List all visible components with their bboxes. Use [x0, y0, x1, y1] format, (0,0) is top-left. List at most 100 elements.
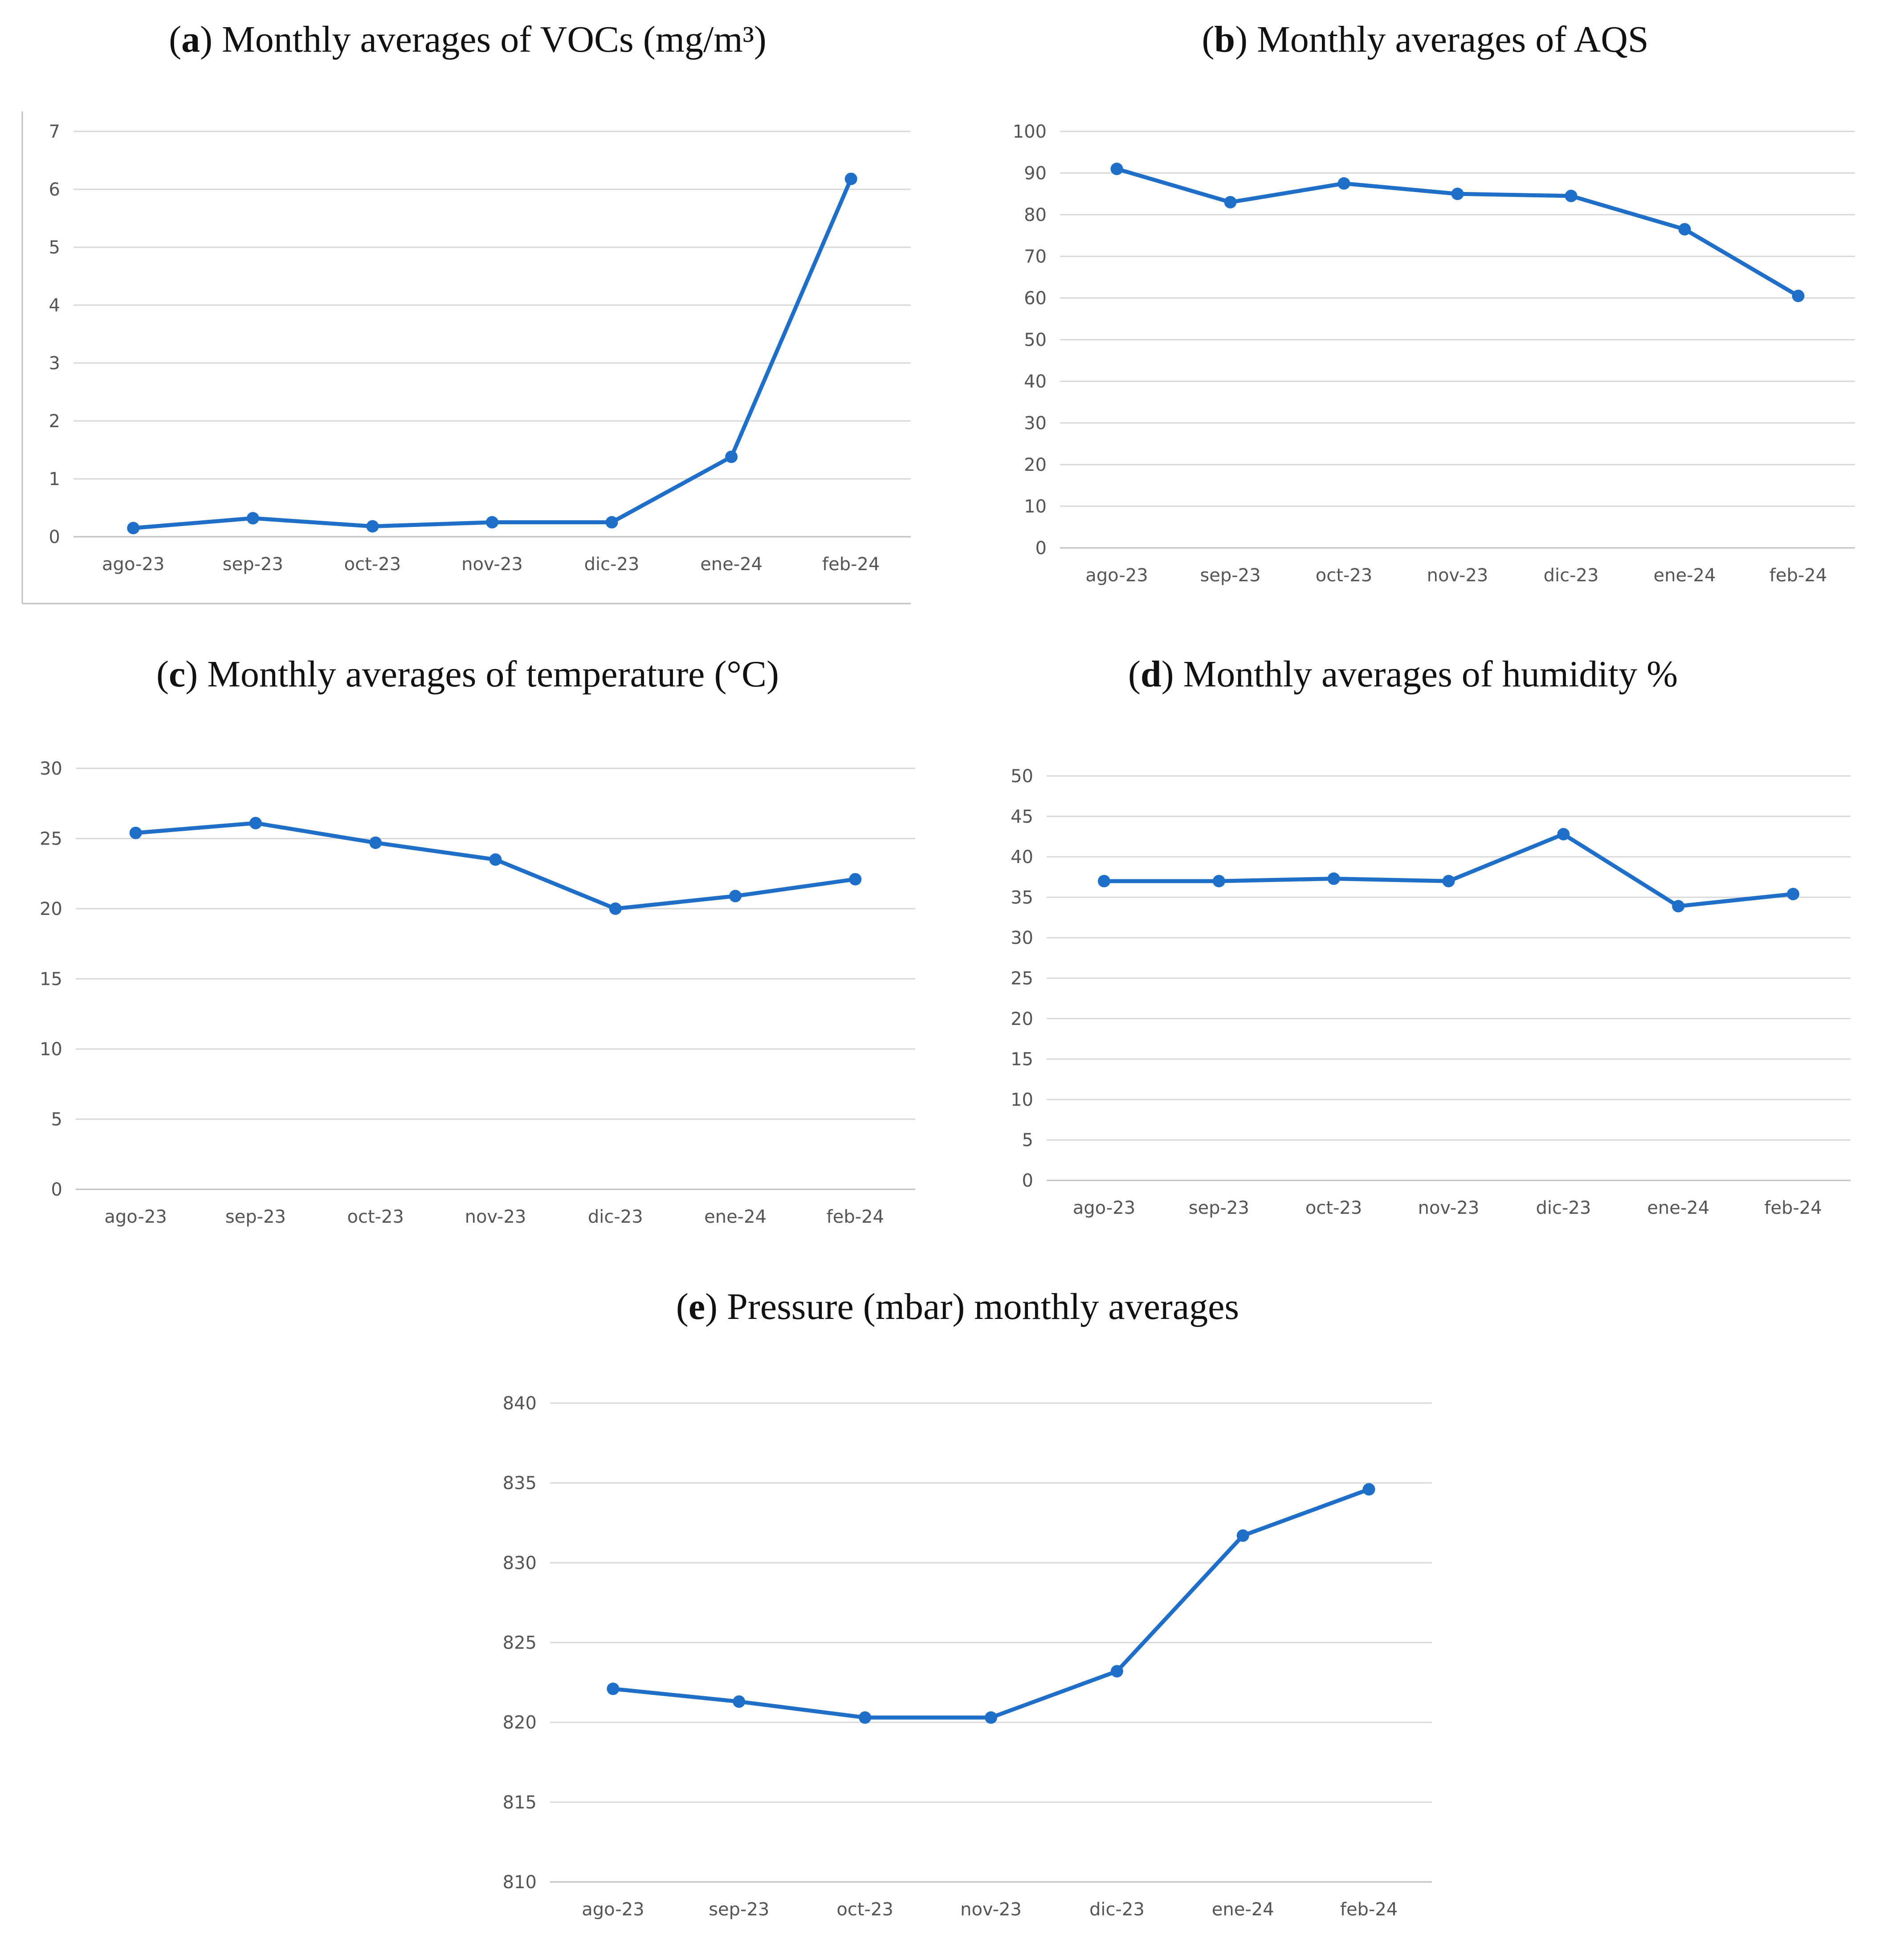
- chart-b-title-text: Monthly averages of AQS: [1257, 19, 1649, 60]
- y-tick-label: 15: [1011, 1049, 1033, 1070]
- data-point: [609, 902, 622, 915]
- y-tick-label: 5: [51, 1110, 62, 1130]
- chart-e-title: (e) Pressure (mbar) monthly averages: [676, 1286, 1239, 1327]
- x-tick-label: ene-24: [1212, 1899, 1274, 1920]
- chart-b-title: (b) Monthly averages of AQS: [1202, 19, 1649, 60]
- data-point: [369, 836, 382, 849]
- y-tick-label: 90: [1024, 163, 1047, 184]
- y-tick-label: 45: [1011, 807, 1033, 827]
- y-tick-label: 820: [503, 1713, 537, 1733]
- y-tick-label: 30: [40, 759, 62, 779]
- chart-c-title-letter: c: [168, 653, 186, 695]
- y-tick-label: 25: [40, 829, 62, 849]
- y-tick-label: 6: [49, 180, 60, 200]
- y-tick-label: 100: [1013, 122, 1047, 142]
- data-point: [1672, 900, 1685, 913]
- data-point: [1212, 875, 1225, 888]
- y-tick-label: 60: [1024, 288, 1047, 309]
- data-point: [605, 516, 618, 529]
- x-tick-label: nov-23: [461, 554, 523, 575]
- y-tick-label: 40: [1024, 371, 1047, 392]
- x-tick-label: sep-23: [709, 1899, 769, 1920]
- data-point: [489, 853, 502, 866]
- x-tick-label: oct-23: [1305, 1198, 1362, 1218]
- y-tick-label: 0: [1022, 1171, 1033, 1191]
- y-tick-label: 50: [1024, 330, 1047, 351]
- y-tick-label: 30: [1024, 413, 1047, 434]
- y-tick-label: 70: [1024, 247, 1047, 267]
- x-tick-label: ago-23: [1085, 565, 1148, 586]
- y-tick-label: 20: [40, 899, 62, 919]
- chart-e-title-letter: e: [688, 1286, 705, 1327]
- data-point: [725, 450, 738, 463]
- x-tick-label: nov-23: [1418, 1198, 1480, 1218]
- x-tick-label: ene-24: [704, 1207, 766, 1227]
- chart-d-title: (d) Monthly averages of humidity %: [1128, 653, 1678, 695]
- y-tick-label: 5: [1022, 1130, 1033, 1151]
- data-point: [1792, 290, 1805, 302]
- y-tick-label: 815: [503, 1792, 537, 1813]
- x-tick-label: ago-23: [104, 1207, 167, 1227]
- y-tick-label: 825: [503, 1633, 537, 1653]
- data-point: [1557, 828, 1570, 841]
- data-point: [1451, 188, 1464, 200]
- y-tick-label: 0: [51, 1180, 62, 1200]
- y-tick-label: 840: [503, 1393, 537, 1414]
- x-tick-label: dic-23: [1536, 1198, 1591, 1218]
- chart-c-title-text: Monthly averages of temperature (°C): [207, 653, 779, 695]
- x-tick-label: nov-23: [1427, 565, 1488, 586]
- x-tick-label: sep-23: [225, 1207, 286, 1227]
- series-line: [611, 1487, 1371, 1720]
- y-tick-label: 10: [1024, 497, 1047, 517]
- data-point: [1565, 189, 1578, 202]
- data-point: [1110, 163, 1123, 176]
- x-tick-label: ene-24: [1647, 1198, 1709, 1218]
- x-tick-label: dic-23: [1089, 1899, 1145, 1920]
- x-tick-label: oct-23: [344, 554, 401, 575]
- x-tick-label: feb-24: [822, 554, 880, 575]
- data-point: [1236, 1529, 1249, 1542]
- x-tick-label: oct-23: [836, 1899, 893, 1920]
- x-tick-label: feb-24: [1340, 1899, 1398, 1920]
- x-tick-label: dic-23: [584, 554, 640, 575]
- data-point: [246, 512, 259, 525]
- x-tick-label: dic-23: [588, 1207, 643, 1227]
- y-tick-label: 35: [1011, 887, 1033, 908]
- data-point: [1337, 177, 1350, 190]
- y-tick-label: 20: [1024, 455, 1047, 475]
- data-point: [249, 816, 262, 829]
- x-tick-label: ago-23: [102, 554, 164, 575]
- y-tick-label: 835: [503, 1473, 537, 1494]
- data-point: [1224, 196, 1237, 208]
- x-tick-label: ago-23: [582, 1899, 644, 1920]
- y-tick-label: 1: [49, 469, 60, 490]
- y-tick-label: 15: [40, 969, 62, 990]
- x-tick-label: nov-23: [960, 1899, 1022, 1920]
- data-point: [729, 890, 742, 902]
- y-tick-label: 2: [49, 411, 60, 432]
- data-point: [859, 1711, 872, 1724]
- data-point: [844, 172, 857, 185]
- x-tick-label: dic-23: [1544, 565, 1599, 586]
- y-tick-label: 40: [1011, 847, 1033, 868]
- data-point: [607, 1682, 620, 1695]
- chart-d-title-letter: d: [1140, 653, 1162, 695]
- x-tick-label: nov-23: [465, 1207, 526, 1227]
- y-tick-label: 4: [49, 295, 60, 316]
- data-point: [1327, 872, 1340, 885]
- y-tick-label: 0: [49, 527, 60, 547]
- x-tick-label: ene-24: [1654, 565, 1716, 586]
- y-tick-label: 80: [1024, 205, 1047, 225]
- x-tick-label: feb-24: [1764, 1198, 1822, 1218]
- chart-a-title-letter: a: [181, 19, 200, 60]
- data-point: [1678, 223, 1691, 236]
- data-point: [129, 826, 142, 839]
- x-tick-label: oct-23: [347, 1207, 404, 1227]
- x-tick-label: sep-23: [1200, 565, 1260, 586]
- chart-e-title-text: Pressure (mbar) monthly averages: [727, 1286, 1239, 1327]
- y-tick-label: 3: [49, 353, 60, 374]
- y-tick-label: 20: [1011, 1009, 1033, 1029]
- y-tick-label: 50: [1011, 766, 1033, 787]
